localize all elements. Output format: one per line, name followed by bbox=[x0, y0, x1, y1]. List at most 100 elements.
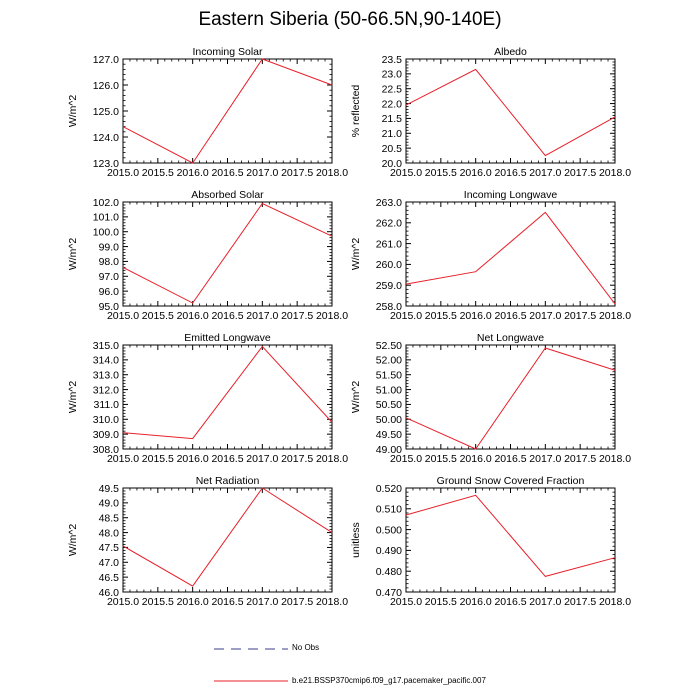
x-tick-label: 2015.0 bbox=[390, 310, 422, 322]
y-tick-label: 47.5 bbox=[99, 542, 120, 554]
x-tick-label: 2016.0 bbox=[460, 310, 492, 322]
x-tick-label: 2017.5 bbox=[564, 453, 596, 465]
panel-net-longwave: 2015.0 2015.5 2016.0 2016.5 2017.0 2017.5 2018… bbox=[350, 332, 631, 465]
y-tick-label: 125.0 bbox=[93, 106, 119, 118]
x-tick-label: 2018.0 bbox=[316, 167, 348, 179]
y-axis-label: W/m^2 bbox=[67, 95, 79, 128]
x-tick-label: 2016.5 bbox=[494, 167, 526, 179]
x-tick-label: 2015.0 bbox=[107, 310, 139, 322]
y-tick-label: 21.0 bbox=[382, 128, 403, 140]
y-tick-label: 23.0 bbox=[382, 69, 403, 81]
y-tick-label: 259.0 bbox=[376, 280, 402, 292]
y-tick-label: 96.0 bbox=[99, 286, 120, 298]
y-tick-label: 47.0 bbox=[99, 557, 120, 569]
y-tick-label: 308.0 bbox=[93, 444, 119, 456]
y-tick-label: 0.510 bbox=[376, 504, 402, 516]
series-line bbox=[122, 58, 333, 164]
y-tick-label: 0.480 bbox=[376, 566, 402, 578]
x-tick-label: 2017.0 bbox=[529, 310, 561, 322]
x-tick-label: 2017.0 bbox=[529, 453, 561, 465]
panel-title: Emitted Longwave bbox=[184, 332, 271, 344]
x-tick-label: 2016.5 bbox=[494, 596, 526, 608]
x-tick-label: 2016.0 bbox=[460, 453, 492, 465]
y-tick-label: 0.490 bbox=[376, 545, 402, 557]
x-tick-label: 2017.0 bbox=[529, 596, 561, 608]
y-tick-label: 312.0 bbox=[93, 384, 119, 396]
x-tick-label: 2017.0 bbox=[246, 167, 278, 179]
x-tick-label: 2015.5 bbox=[142, 310, 174, 322]
x-tick-label: 2017.5 bbox=[564, 596, 596, 608]
x-tick-label: 2016.5 bbox=[211, 310, 243, 322]
panel-frame bbox=[122, 344, 333, 450]
series-line bbox=[122, 487, 333, 587]
y-axis-label: % reflected bbox=[350, 85, 362, 138]
y-tick-label: 315.0 bbox=[93, 340, 119, 352]
x-tick-label: 2017.5 bbox=[281, 310, 313, 322]
y-tick-label: 0.500 bbox=[376, 524, 402, 536]
panel-incoming-longwave: 2015.0 2015.5 2016.0 2016.5 2017.0 2017.5 2018… bbox=[350, 189, 631, 322]
y-tick-label: 97.0 bbox=[99, 271, 120, 283]
y-axis-label: W/m^2 bbox=[67, 524, 79, 557]
y-tick-label: 48.5 bbox=[99, 513, 120, 525]
y-tick-label: 309.0 bbox=[93, 429, 119, 441]
y-tick-label: 20.0 bbox=[382, 158, 403, 170]
x-tick-label: 2016.5 bbox=[211, 596, 243, 608]
x-tick-label: 2017.5 bbox=[281, 596, 313, 608]
x-tick-label: 2016.5 bbox=[494, 453, 526, 465]
y-tick-label: 258.0 bbox=[376, 301, 402, 313]
y-tick-label: 100.0 bbox=[93, 227, 119, 239]
y-tick-label: 101.0 bbox=[93, 212, 119, 224]
panel-title: Ground Snow Covered Fraction bbox=[437, 475, 585, 487]
legend-obs-label: No Obs bbox=[292, 643, 320, 652]
y-tick-label: 51.50 bbox=[376, 370, 402, 382]
x-tick-label: 2015.5 bbox=[425, 596, 457, 608]
y-tick-label: 46.0 bbox=[99, 587, 120, 599]
y-tick-label: 99.0 bbox=[99, 241, 120, 253]
panel-frame bbox=[405, 487, 616, 593]
x-tick-label: 2016.5 bbox=[494, 310, 526, 322]
series-line bbox=[405, 68, 616, 157]
panel-title: Net Radiation bbox=[196, 475, 260, 487]
y-tick-label: 98.0 bbox=[99, 256, 120, 268]
x-tick-label: 2017.5 bbox=[281, 167, 313, 179]
figure-title: Eastern Siberia (50-66.5N,90-140E) bbox=[198, 9, 502, 30]
y-tick-label: 262.0 bbox=[376, 218, 402, 230]
x-tick-label: 2016.0 bbox=[460, 596, 492, 608]
x-tick-label: 2015.5 bbox=[142, 167, 174, 179]
x-tick-label: 2015.5 bbox=[142, 596, 174, 608]
y-tick-label: 48.0 bbox=[99, 527, 120, 539]
x-tick-label: 2015.5 bbox=[425, 453, 457, 465]
y-tick-label: 311.0 bbox=[94, 399, 120, 411]
x-tick-label: 2015.5 bbox=[425, 310, 457, 322]
x-tick-label: 2015.0 bbox=[390, 453, 422, 465]
y-tick-label: 49.50 bbox=[376, 429, 402, 441]
y-tick-label: 314.0 bbox=[93, 355, 119, 367]
y-tick-label: 21.5 bbox=[382, 113, 403, 125]
x-tick-label: 2016.0 bbox=[177, 453, 209, 465]
y-tick-label: 49.00 bbox=[376, 444, 402, 456]
y-tick-label: 313.0 bbox=[93, 370, 119, 382]
x-tick-label: 2016.0 bbox=[177, 310, 209, 322]
y-tick-label: 102.0 bbox=[93, 197, 119, 209]
x-tick-label: 2018.0 bbox=[316, 310, 348, 322]
y-tick-label: 22.5 bbox=[382, 84, 403, 96]
y-tick-label: 0.470 bbox=[376, 587, 402, 599]
y-tick-label: 127.0 bbox=[93, 54, 119, 66]
y-tick-label: 51.00 bbox=[376, 384, 402, 396]
panel-albedo: 2015.0 2015.5 2016.0 2016.5 2017.0 2017.5 2018… bbox=[350, 46, 631, 179]
series-line bbox=[405, 347, 616, 450]
panel-title: Incoming Longwave bbox=[464, 189, 558, 201]
y-axis-label: W/m^2 bbox=[67, 381, 79, 414]
y-tick-label: 22.0 bbox=[382, 98, 403, 110]
x-tick-label: 2017.0 bbox=[246, 310, 278, 322]
panel-title: Incoming Solar bbox=[192, 46, 263, 58]
panel-emitted-longwave: 2015.0 2015.5 2016.0 2016.5 2017.0 2017.5 2018… bbox=[67, 332, 348, 465]
y-tick-label: 50.50 bbox=[376, 399, 402, 411]
panel-title: Absorbed Solar bbox=[191, 189, 264, 201]
x-tick-label: 2017.0 bbox=[246, 453, 278, 465]
x-tick-label: 2017.0 bbox=[246, 596, 278, 608]
y-tick-label: 49.5 bbox=[99, 483, 120, 495]
x-tick-label: 2015.5 bbox=[425, 167, 457, 179]
y-tick-label: 46.5 bbox=[99, 572, 120, 584]
